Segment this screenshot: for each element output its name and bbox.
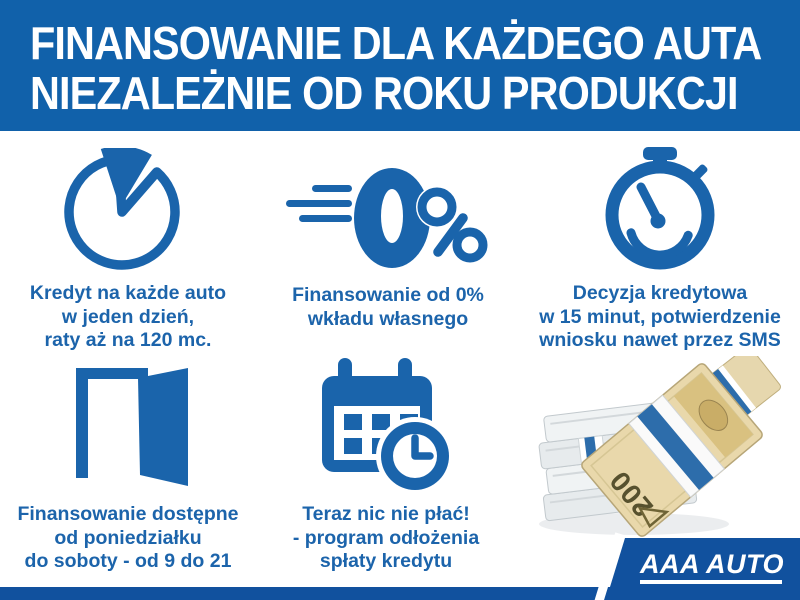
header-banner: FINANSOWANIE DLA KAŻDEGO AUTA NIEZALEŻNI… bbox=[0, 0, 800, 131]
header-title-line2: NIEZALEŻNIE OD ROKU PRODUKCJI bbox=[30, 67, 739, 119]
caption-credit-every-car: Kredyt na każde auto w jeden dzień, raty… bbox=[29, 282, 227, 351]
caption-zero-own-contribution: Finansowanie od 0% wkładu własnego bbox=[292, 284, 484, 330]
logo-banner bbox=[606, 538, 800, 600]
open-door-icon bbox=[76, 368, 188, 486]
logo-underline bbox=[640, 580, 782, 584]
company-logo: AAA AUTO bbox=[640, 549, 784, 579]
money-stack-image: 200 200 bbox=[538, 356, 781, 537]
calendar-clock-icon bbox=[322, 358, 453, 495]
caption-credit-decision: Decyzja kredytowa w 15 minut, potwierdze… bbox=[539, 282, 781, 351]
zero-percent-icon bbox=[286, 168, 488, 268]
header-title-line1: FINANSOWANIE DLA KAŻDEGO AUTA bbox=[30, 17, 762, 69]
pie-chart-icon bbox=[64, 148, 180, 270]
caption-financing-availability: Finansowanie dostępne od poniedziałku do… bbox=[17, 503, 239, 572]
speed-lines-icon bbox=[286, 185, 352, 222]
caption-pay-nothing-now: Teraz nic nie płać! - program odłożenia … bbox=[292, 503, 480, 572]
stopwatch-icon bbox=[605, 147, 715, 270]
